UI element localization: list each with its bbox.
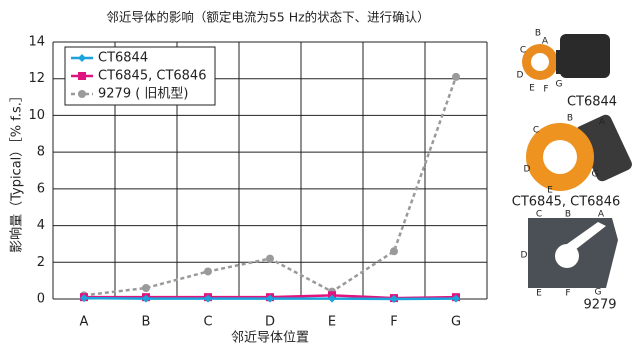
chart-title: 邻近导体的影响（额定电流为55 Hz的状态下、进行确认） xyxy=(106,10,429,25)
marker xyxy=(204,267,212,276)
marker xyxy=(142,294,150,303)
y-tick-label: 14 xyxy=(28,35,45,50)
legend-label: CT6844 xyxy=(98,51,148,66)
y-tick-label: 2 xyxy=(37,255,45,270)
marker xyxy=(452,72,460,81)
x-axis-title: 邻近导体位置 xyxy=(231,331,309,346)
y-tick-label: 0 xyxy=(37,292,45,307)
marker xyxy=(266,294,274,303)
product-letter: D xyxy=(524,165,531,175)
x-tick-label: F xyxy=(390,315,397,330)
marker xyxy=(78,72,86,80)
marker xyxy=(78,90,86,98)
product-caption: 9279 xyxy=(583,298,616,313)
y-tick-label: 12 xyxy=(28,71,45,86)
product-letter: A xyxy=(542,37,549,47)
x-tick-label: E xyxy=(328,315,336,330)
product-letter: B xyxy=(567,114,573,124)
product-letter: A xyxy=(598,210,605,220)
product-letter: A xyxy=(599,118,606,128)
product-letter: C xyxy=(520,46,526,56)
product-letter: F xyxy=(565,289,570,299)
marker xyxy=(390,247,398,256)
product-letter: D xyxy=(517,71,524,81)
marker xyxy=(452,294,460,303)
y-tick-label: 10 xyxy=(28,108,45,123)
product-letter: G xyxy=(595,288,602,298)
product-letter: B xyxy=(565,210,571,220)
legend-label: CT6845, CT6846 xyxy=(98,69,206,84)
product-ct6844 xyxy=(522,34,610,80)
product-letter: C xyxy=(536,210,542,220)
x-tick-label: B xyxy=(142,315,151,330)
product-letter: F xyxy=(543,85,548,95)
x-tick-label: C xyxy=(203,315,212,330)
y-tick-label: 6 xyxy=(37,181,45,196)
marker xyxy=(266,254,274,263)
product-letter: E xyxy=(529,84,535,94)
marker xyxy=(328,294,336,303)
product-caption: CT6844 xyxy=(567,95,617,110)
product-letter: D xyxy=(521,251,528,261)
x-tick-label: A xyxy=(80,315,89,330)
marker xyxy=(78,54,86,62)
marker xyxy=(80,294,88,303)
y-tick-label: 8 xyxy=(37,145,45,160)
product-letter: E xyxy=(536,289,542,299)
product-letter: B xyxy=(535,29,541,39)
product-9279 xyxy=(528,218,618,288)
product-letter: C xyxy=(533,126,539,136)
x-tick-label: D xyxy=(265,315,275,330)
product-ct6845 xyxy=(526,114,632,191)
marker xyxy=(390,295,398,303)
marker xyxy=(142,283,150,292)
product-letter: E xyxy=(547,186,553,196)
marker xyxy=(204,294,212,303)
product-letter: G xyxy=(592,170,599,180)
y-axis-title: 影响量（Typical）［% f.s.］ xyxy=(9,89,25,253)
x-tick-label: G xyxy=(451,315,461,330)
product-caption: CT6845, CT6846 xyxy=(512,195,620,210)
product-letter: G xyxy=(556,80,563,90)
legend-label: 9279 ( 旧机型) xyxy=(98,87,189,102)
y-tick-label: 4 xyxy=(37,218,45,233)
